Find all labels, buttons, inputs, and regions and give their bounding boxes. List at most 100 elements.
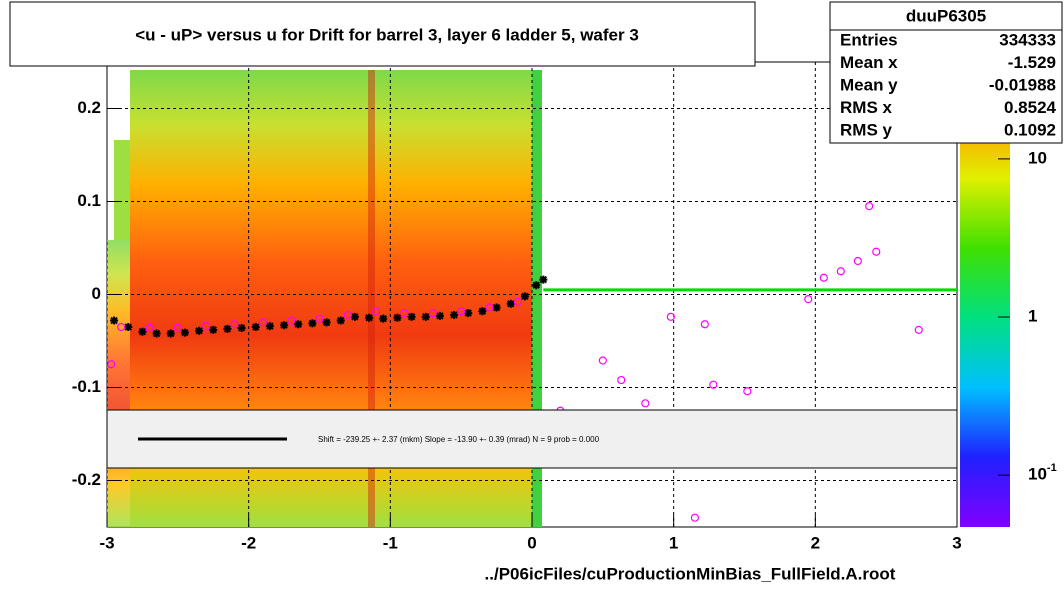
data-point [690,513,700,522]
profile-point [209,325,218,334]
profile-point [464,309,473,318]
profile-point [280,321,289,330]
data-point [372,307,381,316]
profile-point [407,312,416,321]
stats-value: -1.529 [1008,53,1056,72]
data-point [117,322,126,332]
data-point [819,273,828,282]
x-tick-label: 0 [527,533,536,552]
data-point [700,320,709,329]
heatmap-edge [107,240,130,527]
profile-point [166,329,175,338]
x-tick-label: -1 [383,533,398,552]
data-point [804,295,813,304]
x-tick-label: 2 [811,533,820,552]
colorbar-tick-exponent: -1 [1047,462,1057,474]
heatmap-edge [532,70,542,527]
chart-title: <u - uP> versus u for Drift for barrel 3… [135,25,639,44]
data-point [617,375,626,385]
stats-value: -0.01988 [989,75,1056,94]
stats-value: 334333 [999,30,1056,49]
profile-point [393,313,402,322]
profile-point [450,310,459,319]
colorbar-tick-label: 10 [1028,148,1047,167]
stats-label: Entries [840,30,898,49]
profile-point [365,313,374,322]
profile-point [421,312,430,321]
y-tick-label: -0.1 [72,377,101,396]
profile-point [110,316,119,325]
profile-point [539,275,548,284]
profile-point [180,328,189,337]
title-box [9,1,756,67]
data-point [258,318,267,327]
profile-point [195,326,204,335]
profile-point [152,329,161,338]
x-tick-label: -3 [99,533,114,552]
stats-value: 0.8524 [1004,98,1057,117]
y-tick-label: 0.2 [77,98,101,117]
profile-point [492,303,501,312]
profile-point [251,323,260,332]
data-point [343,310,352,320]
data-point [872,247,881,256]
x-axis-label: ../P06icFiles/cuProductionMinBias_FullFi… [485,564,896,583]
data-point [485,303,494,312]
profile-point [520,292,529,301]
profile-point [308,319,317,328]
data-point [202,322,211,331]
data-point [145,323,154,333]
profile-point [350,312,359,321]
data-point [513,297,522,307]
x-tick-label: 1 [669,533,678,552]
colorbar-tick-label: 1 [1028,307,1037,326]
profile-point [124,323,133,332]
profile-point [294,320,303,329]
data-point [107,360,116,369]
stats-label: RMS x [840,98,893,117]
stats-label: Mean x [840,53,898,72]
heatmap-edge [114,140,130,240]
data-point [457,307,466,316]
data-point [315,314,324,323]
profile-point [237,323,246,332]
y-tick-label: 0 [92,284,101,303]
data-point [709,380,718,389]
data-point [914,325,923,334]
stats-title: duuP6305 [906,6,986,25]
data-point [598,356,607,365]
stats-label: RMS y [840,120,893,139]
data-point [836,267,845,276]
y-tick-label: -0.2 [72,470,101,489]
profile-point [435,311,444,320]
data-point [173,323,182,333]
x-tick-label: 3 [952,533,961,552]
data-point [641,399,650,408]
profile-point [532,281,541,290]
data-point [743,387,752,396]
data-point [865,202,874,211]
profile-point [336,316,345,325]
y-tick-label: 0.1 [77,191,101,210]
x-tick-label: -2 [241,533,256,552]
data-point [400,309,409,318]
stats-box [829,1,1063,144]
profile-point [478,307,487,316]
data-point [230,320,239,329]
stats-label: Mean y [840,75,898,94]
fit-text: Shift = -239.25 +- 2.37 (mkm) Slope = -1… [318,435,600,444]
profile-point [506,299,515,308]
stats-value: 0.1092 [1004,120,1056,139]
heatmap-stripe [368,70,375,527]
profile-point [322,318,331,327]
colorbar-tick-label: 10-1 [1028,462,1057,484]
profile-point [265,322,274,331]
data-point [428,309,437,318]
data-point [287,316,296,325]
profile-point [223,324,232,333]
profile-point [138,327,147,336]
data-point [666,312,675,321]
profile-point [379,314,388,323]
data-point [853,256,862,266]
